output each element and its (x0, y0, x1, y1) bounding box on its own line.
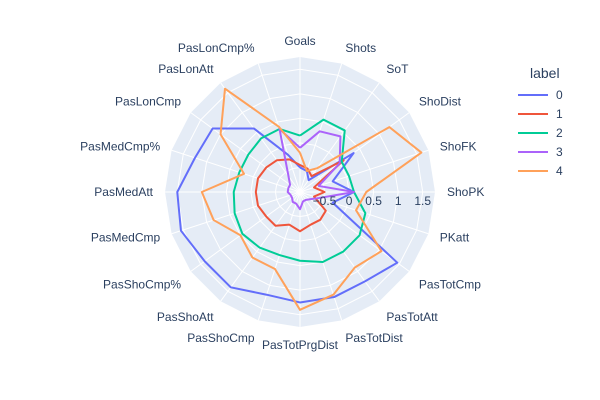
legend-item-4[interactable]: 4 (556, 164, 563, 178)
axis-label-shofk: ShoFK (440, 140, 477, 154)
radial-tick-label: 1.5 (414, 194, 431, 208)
grid-spoke (171, 191, 301, 235)
axis-label-pkatt: PKatt (440, 230, 470, 244)
series-line-2[interactable] (232, 118, 367, 264)
axis-label-pasmedatt: PasMedAtt (94, 185, 153, 199)
axis-label-pastotprgdist: PasTotPrgDist (262, 338, 339, 352)
axis-label-pasmedcmp: PasMedCmp (91, 230, 161, 244)
axis-label-pastotatt: PasTotAtt (386, 310, 438, 324)
legend-item-1[interactable]: 1 (556, 107, 563, 121)
grid-spoke (299, 191, 380, 302)
grid-spoke (257, 191, 301, 321)
axis-label-passhocmp-pct: PasShoCmp% (103, 277, 181, 291)
grid-spoke (299, 112, 410, 193)
grid-spoke (171, 149, 301, 193)
angular-axis-labels: Goals Shots SoT ShoDist ShoFK ShoPK PKatt PasTo… (80, 34, 484, 352)
polar-grid (165, 57, 435, 327)
radial-axis-ticks: −0.5 0 0.5 1 1.5 (313, 194, 432, 208)
axis-label-passhocmp: PasShoCmp (187, 331, 255, 345)
legend-item-3[interactable]: 3 (556, 145, 563, 159)
axis-label-sot: SoT (386, 62, 409, 76)
radial-tick-label: 0.5 (365, 194, 382, 208)
series-line-0[interactable] (176, 127, 399, 304)
series-line-4[interactable] (200, 87, 423, 311)
axis-label-pasmedcmp-pct: PasMedCmp% (80, 140, 160, 154)
series-traces[interactable] (176, 87, 423, 311)
grid-spoke (299, 149, 429, 193)
axis-label-pasloncmp-pct: PasLonCmp% (178, 41, 255, 55)
radial-tick-label: 1 (395, 194, 402, 208)
axis-label-pasloncmp: PasLonCmp (115, 95, 181, 109)
legend-item-2[interactable]: 2 (556, 126, 563, 140)
grid-spoke (190, 112, 301, 193)
grid-spoke (220, 82, 301, 193)
radial-tick-label: 0 (346, 194, 353, 208)
grid-spoke (299, 191, 343, 321)
axis-label-passhoatt: PasShoAtt (157, 310, 214, 324)
axis-label-goals: Goals (284, 34, 315, 48)
axis-label-shots: Shots (345, 41, 376, 55)
series-line-3[interactable] (278, 127, 355, 211)
grid-spoke (220, 191, 301, 302)
axis-label-shopk: ShoPK (447, 185, 484, 199)
radial-tick-label: −0.5 (313, 194, 337, 208)
axis-label-shodist: ShoDist (419, 95, 462, 109)
axis-label-pastotdist: PasTotDist (345, 331, 403, 345)
legend-item-0[interactable]: 0 (556, 88, 563, 102)
grid-spoke (190, 191, 301, 272)
axis-label-paslonatt: PasLonAtt (158, 62, 214, 76)
legend-title: label (530, 65, 560, 81)
axis-label-pastotcmp: PasTotCmp (419, 277, 481, 291)
legend[interactable]: label 0 1 2 3 4 (518, 65, 563, 178)
